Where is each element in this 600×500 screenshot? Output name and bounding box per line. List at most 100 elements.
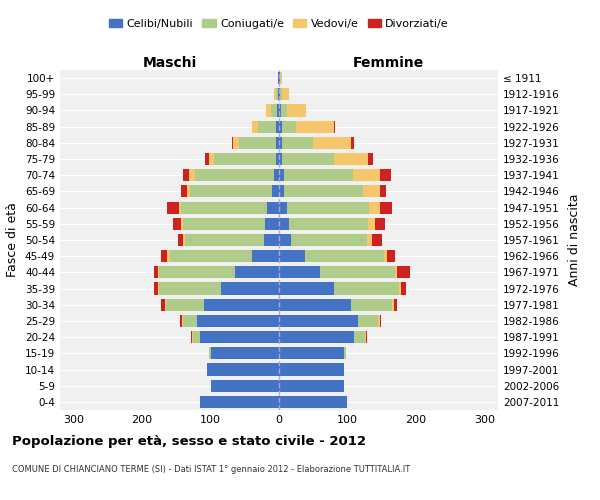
Bar — [279, 186, 284, 198]
Bar — [279, 202, 287, 213]
Bar — [209, 348, 211, 360]
Bar — [205, 153, 209, 165]
Bar — [211, 348, 279, 360]
Bar — [272, 186, 279, 198]
Bar — [397, 266, 410, 278]
Bar — [204, 298, 279, 311]
Bar — [165, 298, 166, 311]
Bar — [320, 266, 395, 278]
Bar — [181, 218, 183, 230]
Bar — [380, 315, 381, 327]
Bar — [187, 186, 190, 198]
Bar — [372, 234, 382, 246]
Bar — [279, 315, 358, 327]
Bar — [190, 169, 195, 181]
Bar — [368, 153, 373, 165]
Bar — [283, 88, 289, 101]
Bar — [276, 137, 279, 149]
Y-axis label: Anni di nascita: Anni di nascita — [568, 194, 581, 286]
Bar — [158, 282, 159, 294]
Bar — [279, 380, 344, 392]
Y-axis label: Fasce di età: Fasce di età — [7, 202, 19, 278]
Bar — [178, 234, 183, 246]
Bar — [358, 315, 378, 327]
Bar — [275, 120, 279, 132]
Bar — [283, 153, 334, 165]
Text: Femmine: Femmine — [353, 56, 424, 70]
Bar — [296, 120, 334, 132]
Bar — [251, 120, 259, 132]
Bar — [279, 234, 292, 246]
Bar — [192, 331, 193, 343]
Bar — [354, 331, 365, 343]
Bar — [366, 331, 367, 343]
Bar — [334, 120, 335, 132]
Bar — [279, 72, 280, 84]
Bar — [211, 380, 279, 392]
Bar — [283, 120, 296, 132]
Bar — [275, 153, 279, 165]
Bar — [271, 104, 277, 117]
Bar — [209, 153, 214, 165]
Bar — [214, 153, 275, 165]
Bar — [292, 234, 367, 246]
Bar — [159, 282, 221, 294]
Bar — [166, 298, 204, 311]
Bar — [185, 234, 264, 246]
Bar — [181, 202, 266, 213]
Bar — [161, 298, 165, 311]
Bar — [266, 202, 279, 213]
Bar — [275, 88, 278, 101]
Bar — [279, 250, 305, 262]
Bar — [278, 88, 279, 101]
Bar — [182, 315, 183, 327]
Bar — [182, 169, 190, 181]
Bar — [179, 202, 181, 213]
Bar — [183, 234, 185, 246]
Bar — [167, 250, 169, 262]
Bar — [154, 266, 158, 278]
Bar — [375, 218, 385, 230]
Bar — [378, 315, 380, 327]
Bar — [399, 282, 401, 294]
Bar — [274, 169, 279, 181]
Bar — [197, 315, 279, 327]
Bar — [181, 315, 182, 327]
Bar — [279, 331, 354, 343]
Text: Popolazione per età, sesso e stato civile - 2012: Popolazione per età, sesso e stato civil… — [12, 435, 366, 448]
Bar — [395, 266, 397, 278]
Bar — [279, 266, 320, 278]
Bar — [279, 282, 334, 294]
Bar — [278, 72, 279, 84]
Bar — [181, 186, 187, 198]
Bar — [392, 298, 394, 311]
Bar — [283, 137, 313, 149]
Bar — [200, 396, 279, 408]
Bar — [305, 250, 384, 262]
Bar — [351, 298, 392, 311]
Bar — [191, 331, 192, 343]
Bar — [161, 250, 167, 262]
Bar — [279, 120, 283, 132]
Bar — [401, 282, 406, 294]
Bar — [380, 169, 391, 181]
Bar — [279, 169, 284, 181]
Bar — [259, 120, 275, 132]
Bar — [344, 348, 346, 360]
Bar — [279, 88, 280, 101]
Bar — [264, 234, 279, 246]
Bar — [353, 169, 380, 181]
Bar — [380, 202, 392, 213]
Bar — [279, 396, 347, 408]
Bar — [200, 331, 279, 343]
Bar — [284, 169, 353, 181]
Bar — [195, 169, 274, 181]
Bar — [235, 266, 279, 278]
Bar — [280, 72, 282, 84]
Bar — [367, 234, 372, 246]
Bar — [279, 104, 281, 117]
Bar — [384, 250, 387, 262]
Bar — [387, 250, 395, 262]
Bar — [158, 266, 159, 278]
Bar — [173, 218, 181, 230]
